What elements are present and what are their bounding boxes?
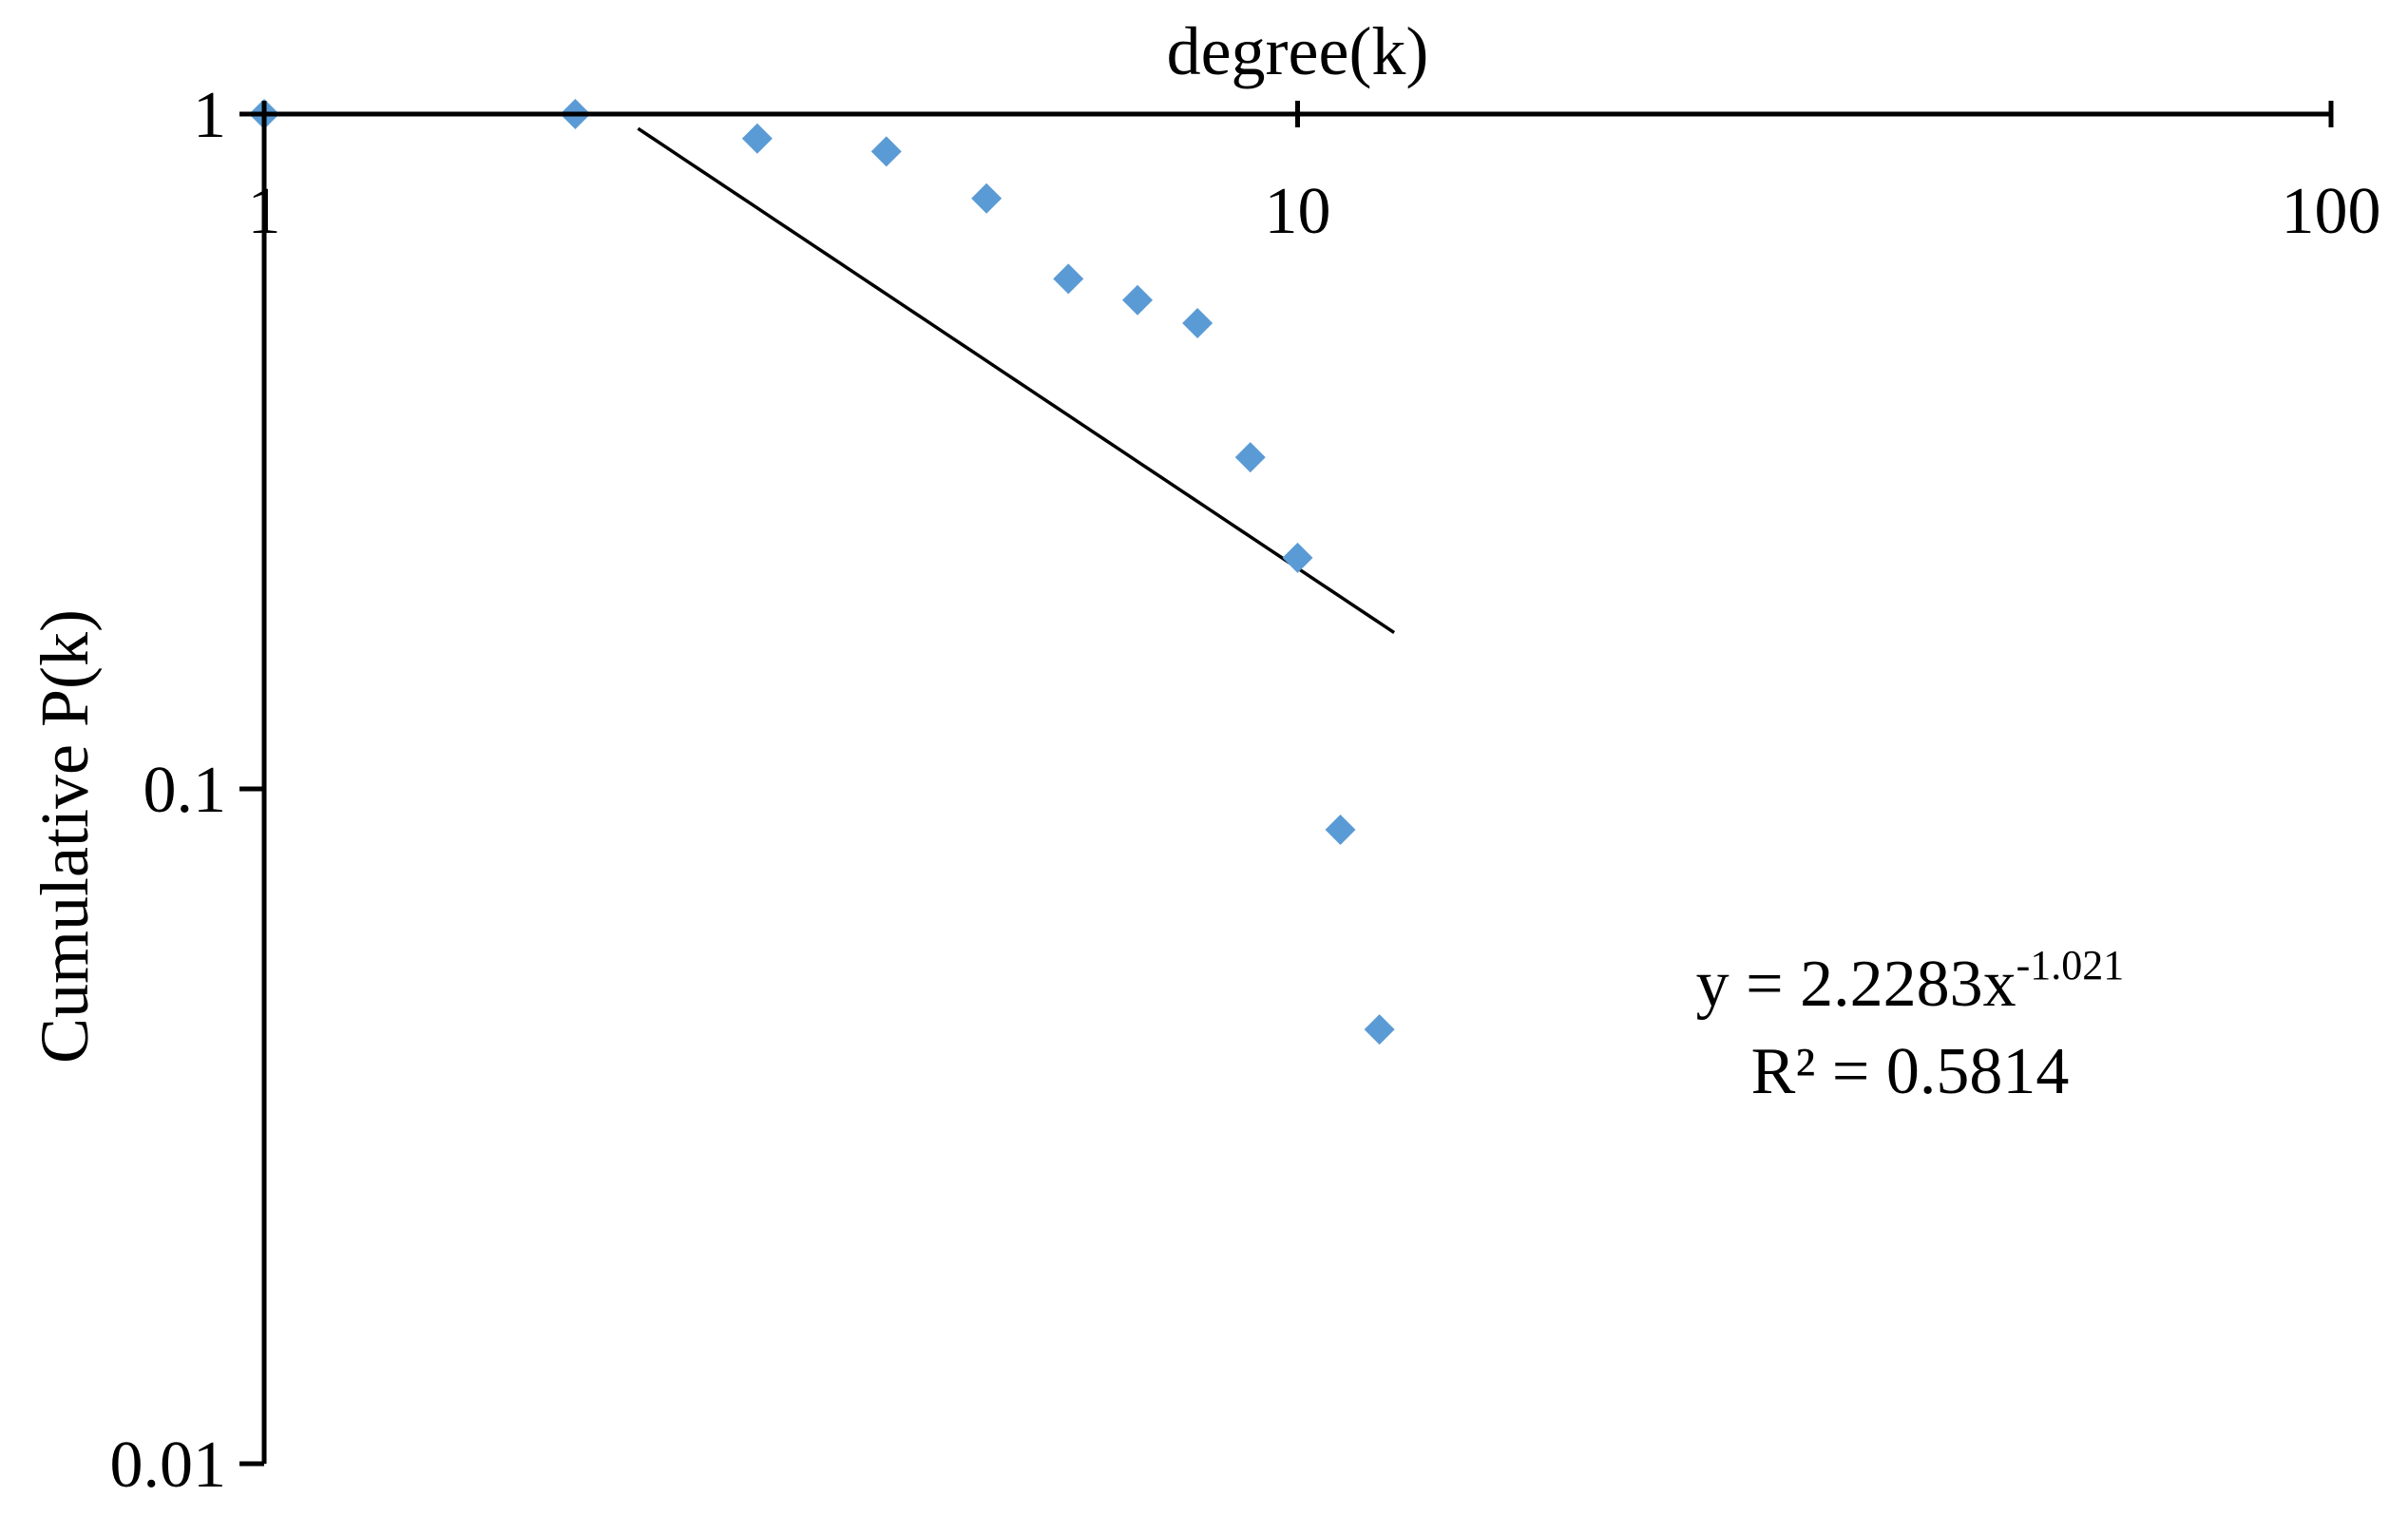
trendline [637,126,1396,635]
trendline-equation: y = 2.2283x-1.021 [1696,942,2125,1021]
y-tick-label-1: 0.1 [143,754,227,827]
data-point-8 [1234,442,1266,473]
data-point-9 [1282,542,1313,573]
trendline-annotation: y = 2.2283x-1.021 R² = 0.5814 [1696,942,2125,1108]
x-axis-ticks: 1 10 100 [248,101,2381,248]
data-point-4 [971,182,1003,214]
x-tick-label-2: 100 [2282,175,2381,248]
data-point-7 [1182,307,1214,338]
trendline-equation-base: y = 2.2283x [1696,948,2016,1021]
y-tick-label-2: 0.01 [110,1429,227,1502]
data-point-6 [1122,284,1154,316]
data-point-2 [741,123,773,154]
y-axis-title: Cumulative P(k) [27,609,103,1064]
data-point-10 [1325,814,1356,845]
data-point-11 [1364,1014,1395,1046]
x-tick-label-0: 1 [248,175,281,248]
y-tick-label-0: 1 [193,79,226,152]
data-point-3 [870,136,902,167]
x-tick-label-1: 10 [1265,175,1331,248]
x-axis-title: degree(k) [1167,13,1429,89]
data-point-5 [1053,263,1084,295]
plot-area [249,99,1396,1046]
y-axis-ticks: 1 0.1 0.01 [110,79,264,1502]
trendline-equation-exponent: -1.021 [2016,942,2125,988]
trendline-r-squared: R² = 0.5814 [1751,1035,2070,1108]
